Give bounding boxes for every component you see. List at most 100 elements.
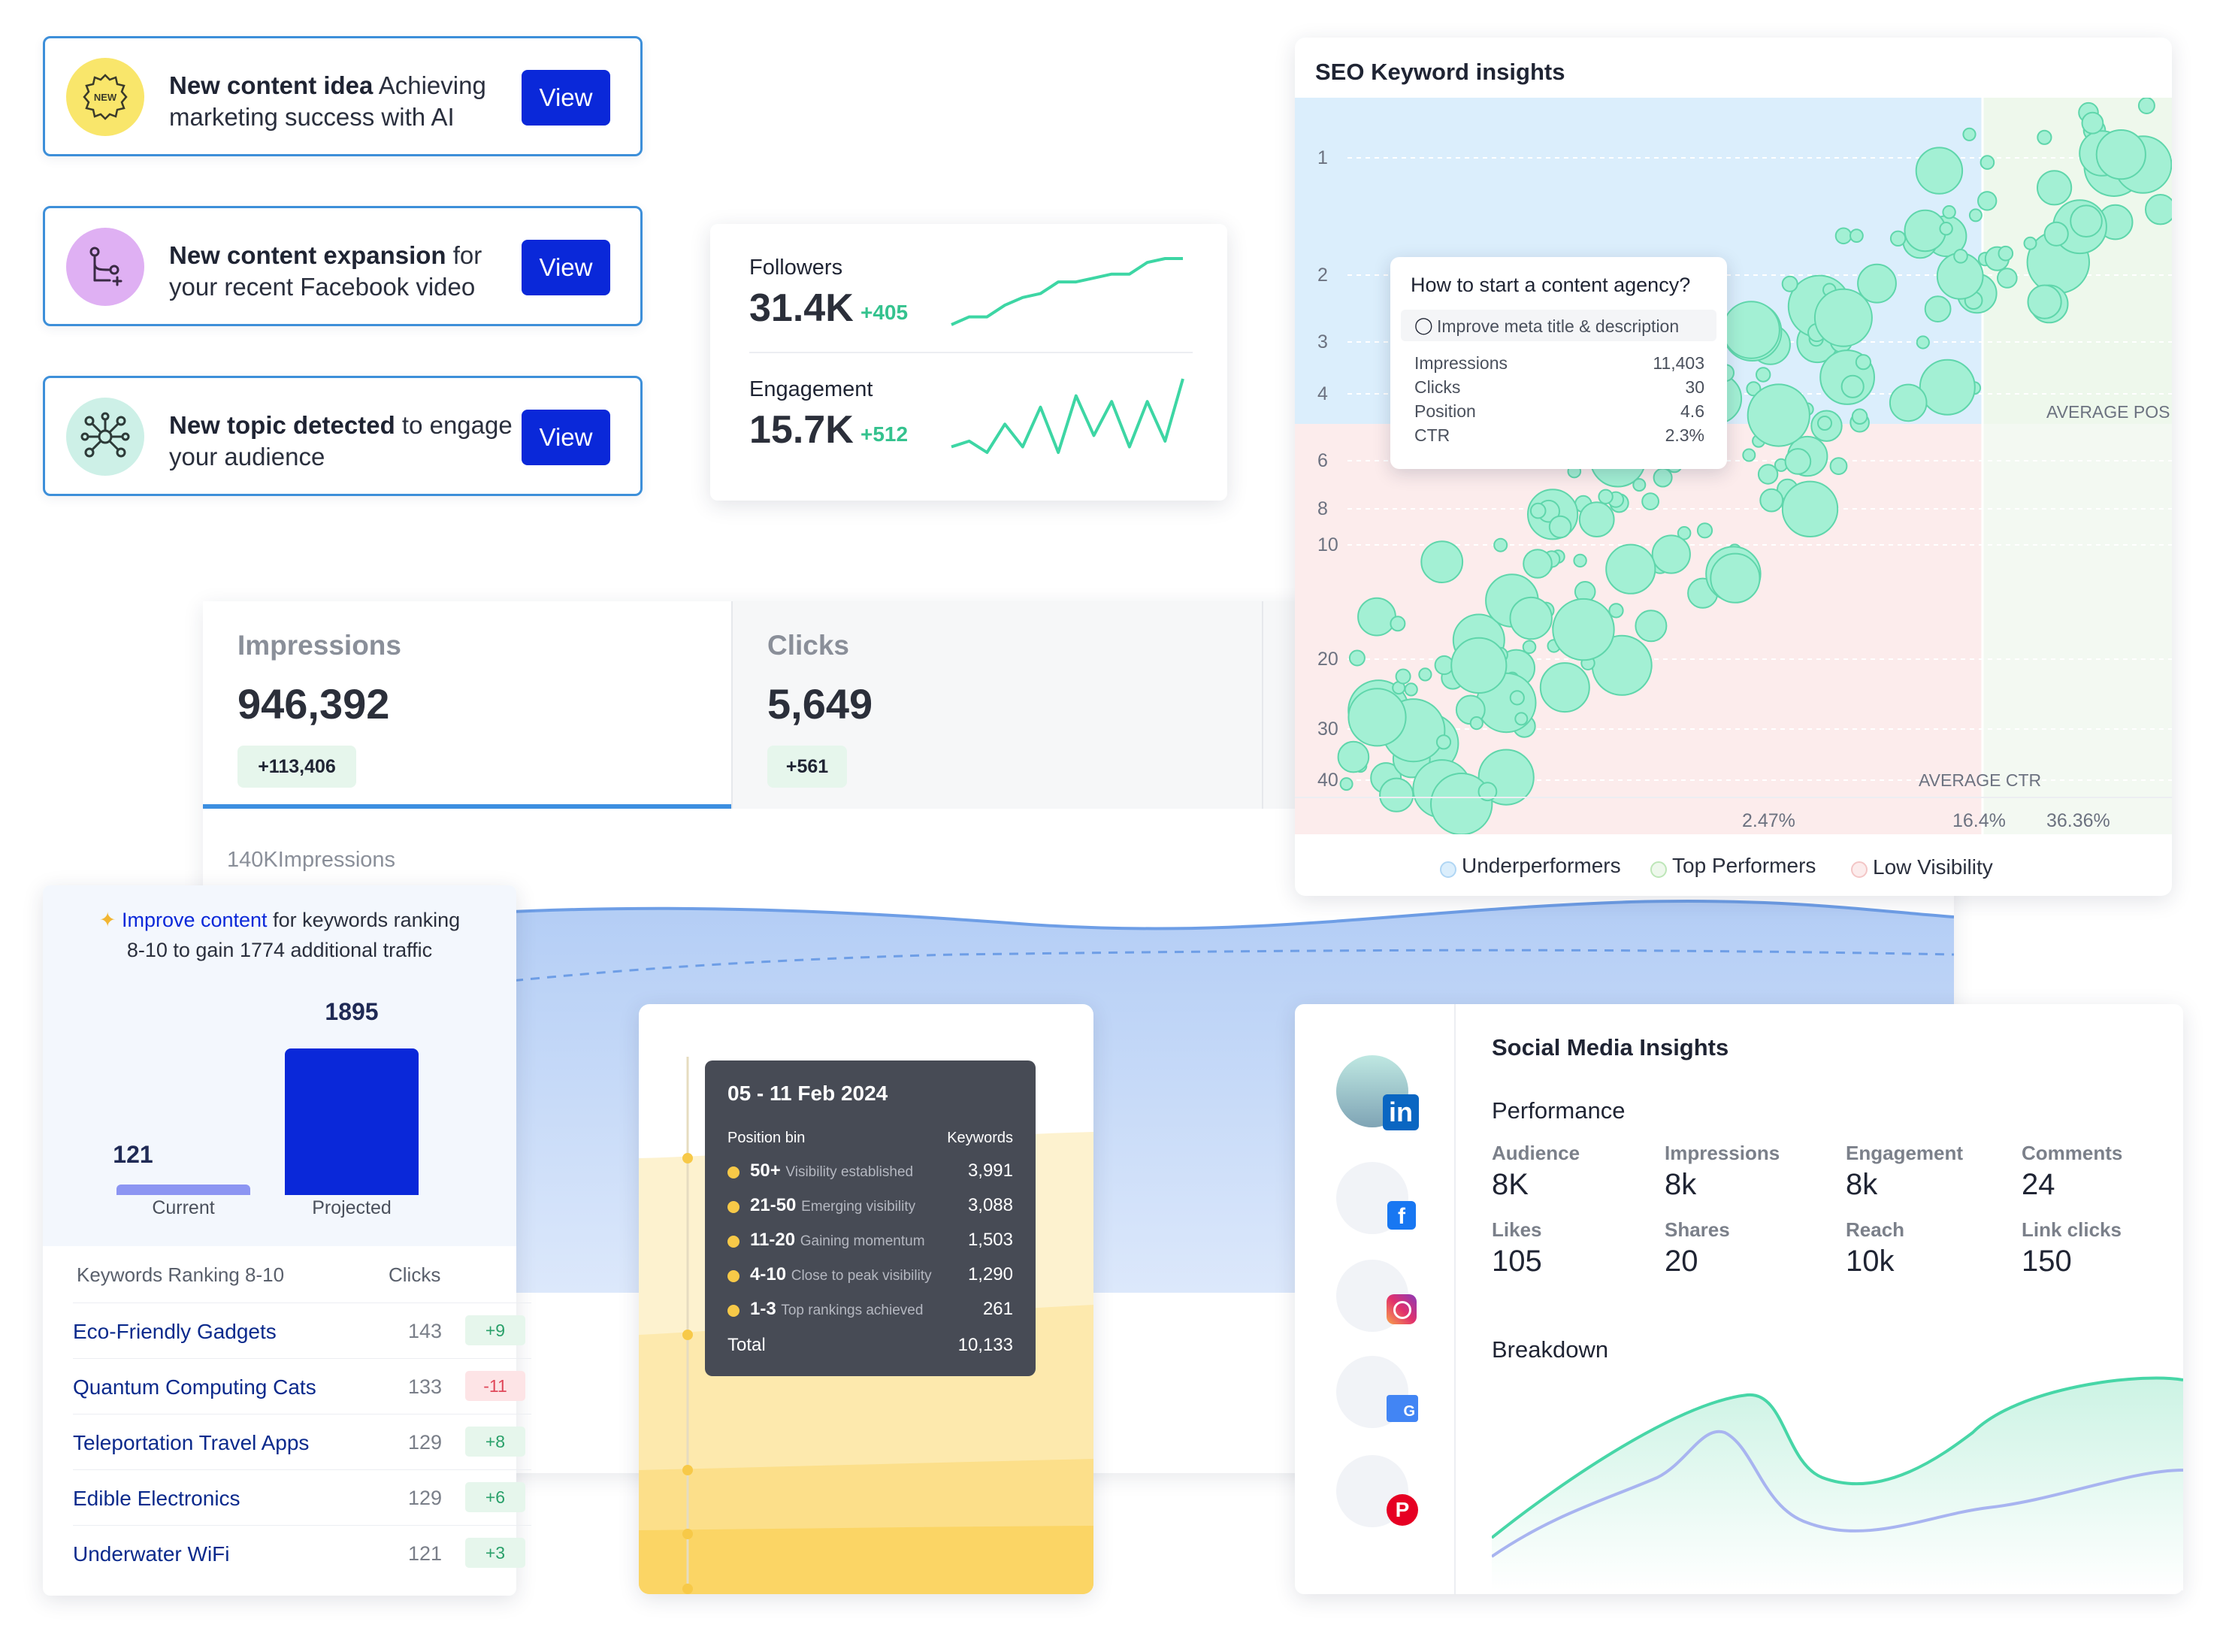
keyword-clicks: 121 — [407, 1542, 442, 1565]
keyword-bubble — [1509, 690, 1525, 706]
engagement-label: Engagement — [749, 377, 873, 401]
improve-content-card: ✦ Improve content for keywords ranking 8… — [43, 885, 531, 1596]
view-button[interactable]: View — [522, 70, 610, 126]
keyword-bubble — [1632, 478, 1647, 492]
position-tooltip: 05 - 11 Feb 2024 Position bin Keywords 5… — [705, 1060, 1036, 1376]
y-tick: 40 — [1317, 770, 1338, 791]
average-pos-label: AVERAGE POS — [2046, 402, 2170, 422]
tooltip-row-value: 2.3% — [1665, 425, 1704, 445]
current-bar — [116, 1185, 250, 1195]
keyword-bubble — [2137, 98, 2155, 114]
table-row[interactable]: Eco-Friendly Gadgets 143 +9 — [73, 1303, 531, 1359]
instagram-icon[interactable] — [1387, 1294, 1417, 1324]
keyword-bubble — [1477, 782, 1498, 802]
clicks-label: Clicks — [767, 630, 850, 661]
keyword-bubble — [1968, 208, 1983, 222]
social-title: Social Media Insights — [1492, 1034, 1729, 1060]
metric-label: Impressions — [1665, 1142, 1780, 1164]
table-row[interactable]: Quantum Computing Cats 133 -11 — [73, 1358, 531, 1414]
keyword-bubble — [1756, 367, 1771, 383]
keyword-bubble — [2037, 170, 2073, 206]
tab-clicks[interactable]: Clicks 5,649 +561 — [733, 601, 1263, 809]
metric-label: Link clicks — [2022, 1218, 2122, 1241]
tab-impressions[interactable]: Impressions 946,392 +113,406 — [203, 601, 733, 809]
metric-value: 105 — [1492, 1245, 1542, 1278]
tooltip-row-value: 30 — [1685, 377, 1704, 397]
position-row: 4-10 Close to peak visibility 1,290 — [727, 1258, 1013, 1293]
view-button[interactable]: View — [522, 240, 610, 295]
keyword-bubble — [2095, 129, 2146, 180]
position-bin-name: 1-3 Top rankings achieved — [750, 1299, 924, 1319]
keyword-bubble — [1696, 522, 1713, 539]
keyword-bubble — [2043, 221, 2069, 247]
keyword-name[interactable]: Eco-Friendly Gadgets — [73, 1320, 277, 1343]
improve-content-link[interactable]: Improve content — [121, 909, 268, 931]
legend-top-performers[interactable]: Top Performers — [1672, 854, 1816, 877]
keyword-bubble — [1781, 275, 1798, 292]
legend-underperformers[interactable]: Underperformers — [1462, 854, 1621, 877]
position-tooltip-title: 05 - 11 Feb 2024 — [727, 1082, 888, 1105]
keyword-name[interactable]: Edible Electronics — [73, 1487, 240, 1510]
tooltip-row-label: Position — [1414, 401, 1476, 421]
keyword-bubble — [1418, 667, 1432, 682]
metric-value: 150 — [2022, 1245, 2072, 1278]
y-tick: 1 — [1317, 147, 1328, 168]
linkedin-icon[interactable]: in — [1383, 1094, 1419, 1130]
metric-value: 10k — [1846, 1245, 1895, 1278]
keyword-bubble — [1916, 335, 1930, 349]
keyword-bubble — [1997, 268, 2018, 289]
projected-bar — [285, 1048, 419, 1195]
followers-sparkline — [951, 257, 1183, 326]
followers-engagement-card: Followers 31.4K +405 Engagement 15.7K +5… — [710, 224, 1227, 501]
keyword-bubble — [1855, 354, 1872, 371]
keyword-bubble — [1980, 155, 1995, 170]
notification-card-content-expansion: New content expansion for your recent Fa… — [43, 206, 643, 326]
sidebar-divider — [1454, 1004, 1456, 1594]
table-row[interactable]: Edible Electronics 129 +6 — [73, 1469, 531, 1526]
metric-label: Shares — [1665, 1218, 1730, 1241]
seo-bubble-chart — [1295, 98, 2172, 834]
metric-label: Comments — [2022, 1142, 2123, 1164]
keyword-name[interactable]: Underwater WiFi — [73, 1542, 230, 1566]
position-row: 11-20 Gaining momentum 1,503 — [727, 1224, 1013, 1258]
keyword-bubble — [1430, 773, 1493, 834]
keyword-name[interactable]: Teleportation Travel Apps — [73, 1431, 310, 1454]
position-bin-name: 21-50 Emerging visibility — [750, 1195, 916, 1215]
notification-text: New content expansion for your recent Fa… — [169, 241, 482, 301]
improve-text: ✦ Improve content for keywords ranking 8… — [98, 909, 461, 961]
series-dot — [727, 1201, 739, 1213]
new-badge-icon: NEW — [66, 58, 144, 136]
keyword-bubble — [1857, 263, 1897, 304]
keyword-bubble — [1539, 662, 1590, 713]
y-tick: 30 — [1317, 719, 1338, 740]
legend-low-visibility[interactable]: Low Visibility — [1873, 855, 1993, 879]
network-icon — [66, 398, 144, 476]
table-row[interactable]: Underwater WiFi 121 +3 — [73, 1525, 531, 1581]
keyword-bubble — [1395, 668, 1411, 685]
seo-title: SEO Keyword insights — [1315, 59, 1565, 85]
y-tick: 20 — [1317, 649, 1338, 670]
table-row[interactable]: Teleportation Travel Apps 129 +8 — [73, 1414, 531, 1470]
keyword-bubble — [1840, 374, 1865, 398]
legend-dot-underperformers — [1440, 861, 1456, 878]
branch-icon — [66, 228, 144, 306]
pinterest-icon[interactable]: P — [1387, 1494, 1418, 1526]
projected-label: Projected — [312, 1197, 392, 1218]
keyword-bubble — [1834, 227, 1853, 245]
keyword-name[interactable]: Quantum Computing Cats — [73, 1375, 316, 1399]
keyword-bubble — [1746, 381, 1762, 397]
keyword-bubble — [1522, 640, 1537, 655]
position-row: 50+ Visibility established 3,991 — [727, 1154, 1013, 1189]
view-button[interactable]: View — [522, 410, 610, 465]
metric-value: 8k — [1665, 1168, 1697, 1201]
breakdown-chart — [1492, 1376, 2183, 1590]
col-position-bin: Position bin — [727, 1130, 806, 1146]
facebook-icon[interactable]: f — [1387, 1201, 1416, 1230]
followers-value: 31.4K — [749, 286, 854, 330]
legend-dot-top-performers — [1650, 861, 1667, 878]
tooltip-title: How to start a content agency? — [1411, 274, 1691, 296]
keyword-delta-badge: +6 — [465, 1482, 525, 1512]
google-business-icon[interactable]: G — [1387, 1395, 1418, 1422]
tooltip-hint[interactable]: ◯ Improve meta title & description — [1401, 310, 1716, 341]
notification-card-topic-detected: New topic detected to engage your audien… — [43, 376, 643, 496]
